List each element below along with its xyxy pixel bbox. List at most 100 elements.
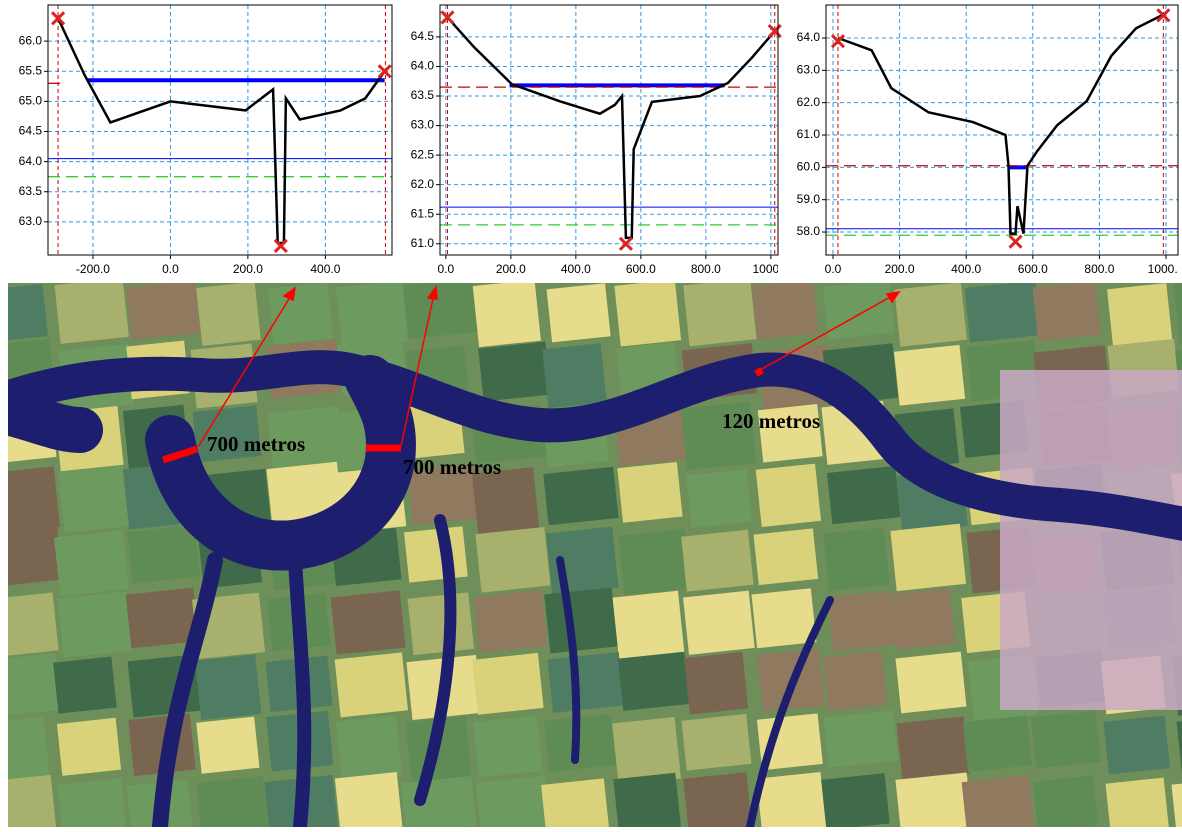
y-tick-label: 59.0 [797,192,821,206]
field [335,772,403,827]
field [681,714,751,771]
field [965,281,1041,343]
field [474,590,548,653]
field [753,528,818,585]
field [757,772,827,827]
field [890,524,966,591]
field [1103,715,1170,774]
field [0,592,59,657]
field [478,342,551,402]
field [335,652,408,717]
field [543,467,618,525]
field [403,278,478,339]
x-tick-label: 200.0 [496,262,526,276]
field [895,772,973,827]
y-tick-label: 66.0 [19,33,43,47]
x-tick-label: 600.0 [626,262,656,276]
field [1106,778,1171,827]
field [963,715,1032,771]
field [618,529,690,595]
field [823,280,895,339]
field [0,653,62,717]
field [1107,283,1172,349]
field [827,466,901,524]
field [1033,775,1099,827]
field [408,592,475,655]
field [0,466,60,533]
y-tick-label: 63.0 [797,63,821,77]
field [617,462,682,523]
field [683,278,756,346]
x-tick-label: 800.0 [1084,262,1114,276]
field [331,590,406,654]
field [404,526,468,582]
y-tick-label: 64.0 [19,154,43,168]
x-tick-label: 600.0 [1018,262,1048,276]
field [57,718,121,776]
field [681,530,753,592]
field [613,591,685,659]
satellite-image [0,278,1182,827]
y-tick-label: 64.0 [411,59,435,73]
field [54,530,129,596]
field [1031,711,1101,769]
y-tick-label: 62.0 [797,95,821,109]
field [0,775,56,827]
x-tick-label: 800.0 [691,262,721,276]
field [336,715,402,782]
field [336,281,408,349]
field [547,283,611,342]
x-tick-label: 0.0 [162,262,179,276]
field [896,716,969,781]
field [895,652,966,714]
field [544,587,618,653]
field [58,778,127,827]
field [827,591,896,652]
field [686,469,752,528]
y-tick-label: 61.0 [411,236,435,250]
field [55,278,129,344]
field [58,465,129,533]
x-tick-label: 0.0 [825,262,842,276]
field [752,280,819,341]
field [473,280,541,347]
field [127,525,200,584]
figure: 700 metros 700 metros 120 metros 63.063.… [0,0,1182,827]
y-tick-label: 60.0 [797,160,821,174]
x-tick-label: -200.0 [76,262,110,276]
field [473,716,542,778]
field [894,345,965,406]
field [613,773,681,827]
y-tick-label: 63.5 [19,184,43,198]
field [1032,281,1100,341]
y-tick-label: 64.0 [797,30,821,44]
y-tick-label: 63.5 [411,88,435,102]
x-tick-label: 1000.0 [1148,262,1182,276]
field [547,652,624,713]
field [751,588,816,648]
plot-area [826,5,1178,255]
field [823,527,889,591]
y-tick-label: 65.5 [19,63,43,77]
y-tick-label: 63.0 [411,118,435,132]
field [0,284,48,343]
field [53,657,117,714]
x-tick-label: 200.0 [233,262,263,276]
field [476,775,552,827]
field [196,717,259,774]
field [821,773,890,827]
field [891,588,955,650]
y-tick-label: 62.0 [411,177,435,191]
field [195,654,262,720]
x-tick-label: 400.0 [310,262,340,276]
field [0,716,50,782]
field [0,524,63,587]
field [196,776,269,827]
y-tick-label: 65.0 [19,94,43,108]
y-tick-label: 61.0 [797,127,821,141]
y-tick-label: 64.5 [411,29,435,43]
field [894,282,967,346]
